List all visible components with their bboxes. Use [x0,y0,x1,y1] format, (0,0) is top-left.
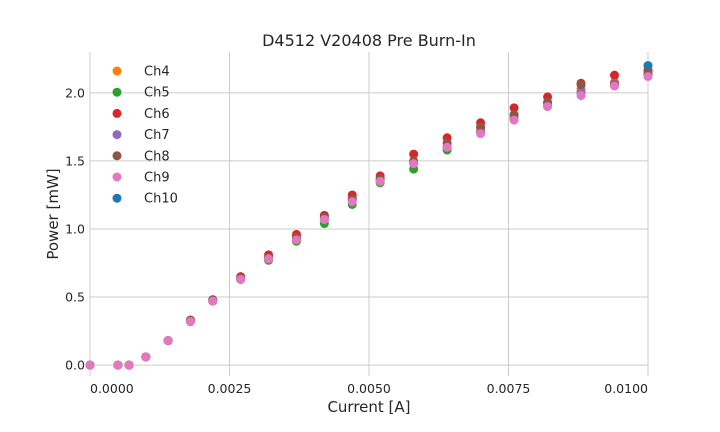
data-point-ch9 [208,296,218,306]
x-tick-label: 0.0100 [604,381,648,396]
legend-label-ch6: Ch6 [144,107,170,122]
data-point-ch8 [476,122,486,132]
data-point-ch9 [85,360,95,370]
data-point-ch9 [375,176,385,186]
legend-label-ch10: Ch10 [144,192,178,207]
chart-title: D4512 V20408 Pre Burn-In [262,31,476,50]
y-tick-label: 0.0 [65,358,85,373]
data-point-ch8 [576,80,586,90]
data-point-ch9 [113,360,123,370]
y-tick-label: 2.0 [65,85,85,100]
data-point-ch9 [509,115,519,125]
data-point-ch6 [509,103,519,113]
legend-marker-ch9 [112,172,122,182]
x-tick-label: 0.0000 [90,381,134,396]
legend-marker-ch8 [112,151,122,161]
legend: Ch4 Ch5 Ch6 Ch7 Ch8 Ch9 Ch10 [112,65,178,207]
data-point-ch9 [347,197,357,207]
data-point-ch9 [610,81,620,91]
data-point-ch9 [576,91,586,101]
data-points [85,61,653,370]
x-tick-label: 0.0075 [487,381,531,396]
data-point-ch9 [319,214,329,224]
y-tick-label: 1.5 [65,153,85,168]
data-point-ch9 [476,129,486,139]
data-point-ch9 [236,274,246,284]
y-tick-label: 0.5 [65,290,85,305]
legend-label-ch5: Ch5 [144,86,170,101]
data-point-ch9 [163,336,173,346]
data-point-ch9 [141,352,151,362]
legend-label-ch4: Ch4 [144,65,170,80]
x-axis-label: Current [A] [327,398,410,416]
x-tick-label: 0.0050 [347,381,391,396]
legend-marker-ch6 [112,108,122,118]
legend-marker-ch4 [112,66,122,76]
data-point-ch9 [409,159,419,169]
data-point-ch9 [442,142,452,152]
x-tick-labels: 0.0000 0.0025 0.0050 0.0075 0.0100 [90,381,648,396]
data-point-ch9 [185,317,195,327]
data-point-ch9 [264,254,274,264]
x-tick-label: 0.0025 [208,381,252,396]
y-tick-labels: 0.0 0.5 1.0 1.5 2.0 [65,85,85,372]
data-point-ch6 [409,149,419,159]
data-point-ch9 [291,235,301,245]
y-tick-label: 1.0 [65,221,85,236]
legend-label-ch7: Ch7 [144,128,170,143]
data-point-ch10 [643,61,653,71]
legend-marker-ch5 [112,87,122,97]
legend-label-ch8: Ch8 [144,149,170,164]
data-point-ch9 [543,101,553,111]
data-point-ch9 [124,360,134,370]
data-point-ch9 [643,72,653,82]
y-axis-label: Power [mW] [44,168,62,259]
legend-label-ch9: Ch9 [144,171,170,186]
data-point-ch6 [610,70,620,80]
legend-marker-ch10 [112,193,122,203]
grid-lines [89,52,649,376]
legend-marker-ch7 [112,130,122,140]
